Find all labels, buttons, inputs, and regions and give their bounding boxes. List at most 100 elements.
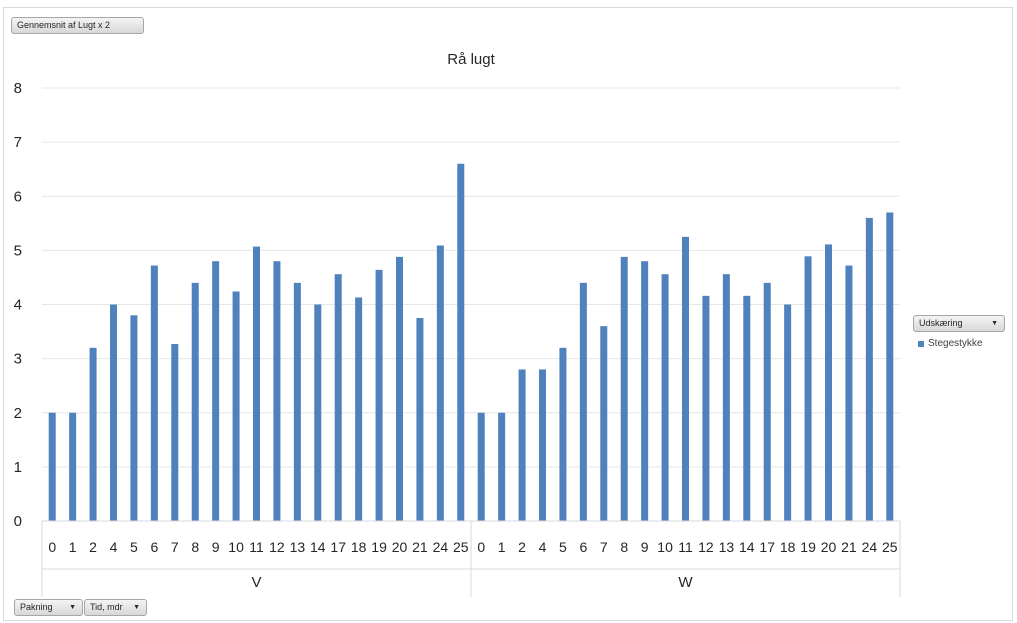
- bar: [110, 304, 117, 521]
- bar: [355, 297, 363, 521]
- bar: [171, 344, 179, 521]
- bar: [150, 265, 158, 521]
- bar: [620, 256, 628, 521]
- category-label: 13: [719, 539, 735, 555]
- bar: [273, 261, 281, 521]
- legend-swatch: [918, 340, 924, 347]
- bar: [293, 282, 301, 521]
- bar: [69, 412, 77, 521]
- category-label: 24: [433, 539, 449, 555]
- category-label: 20: [821, 539, 837, 555]
- category-label: 11: [249, 539, 264, 555]
- category-label: 4: [110, 539, 118, 555]
- category-label: 6: [579, 539, 587, 555]
- category-label: 2: [518, 539, 526, 555]
- bar: [253, 246, 260, 521]
- category-label: 5: [130, 539, 138, 555]
- category-label: 9: [212, 539, 220, 555]
- y-tick-label: 1: [14, 459, 22, 476]
- category-label: 1: [69, 539, 77, 555]
- category-label: 9: [641, 539, 649, 555]
- group-label: V: [251, 574, 261, 591]
- category-label: 7: [600, 539, 608, 555]
- category-label: 12: [269, 539, 285, 555]
- category-label: 4: [539, 539, 547, 555]
- y-tick-label: 4: [14, 297, 22, 314]
- category-label: 18: [780, 539, 796, 555]
- chart-title: Rå lugt: [447, 51, 495, 68]
- bar: [477, 412, 485, 521]
- category-label: 8: [620, 539, 628, 555]
- bar: [539, 369, 546, 521]
- bar: [641, 261, 649, 521]
- dropdown-arrow-icon: ▼: [133, 604, 140, 611]
- y-tick-label: 5: [14, 242, 22, 259]
- value-field-button[interactable]: Gennemsnit af Lugt x 2: [11, 17, 144, 34]
- category-label: 2: [89, 539, 97, 555]
- bar: [436, 245, 444, 521]
- bar: [743, 295, 751, 521]
- category-label: 25: [453, 539, 469, 555]
- axis-field-label: Tid, mdr: [90, 602, 123, 612]
- bar: [579, 282, 587, 521]
- category-label: 13: [290, 539, 306, 555]
- bar: [212, 261, 220, 521]
- legend-field-label: Udskæring: [919, 318, 963, 328]
- axis-field-label: Pakning: [20, 602, 53, 612]
- category-label: 24: [862, 539, 878, 555]
- y-tick-label: 7: [14, 134, 22, 151]
- category-label: 14: [310, 539, 326, 555]
- y-tick-label: 3: [14, 351, 22, 368]
- bar: [89, 347, 97, 521]
- bar: [722, 274, 730, 521]
- category-label: 10: [228, 539, 244, 555]
- axis-field-button-pakning[interactable]: Pakning ▼: [14, 599, 83, 616]
- bar: [314, 304, 322, 521]
- category-label: 10: [657, 539, 673, 555]
- category-label: 1: [498, 539, 506, 555]
- bar: [682, 236, 689, 521]
- dropdown-arrow-icon: ▼: [69, 604, 76, 611]
- bar: [232, 291, 240, 521]
- bar: [559, 347, 567, 521]
- bar: [375, 269, 383, 521]
- legend-series-label: Stegestykke: [928, 338, 983, 349]
- bar: [661, 274, 669, 521]
- bar: [48, 412, 56, 521]
- bar: [763, 282, 771, 521]
- category-label: 12: [698, 539, 714, 555]
- axis-field-button-tid[interactable]: Tid, mdr ▼: [84, 599, 147, 616]
- bar: [334, 274, 342, 521]
- bar: [416, 318, 424, 521]
- bar: [825, 244, 832, 521]
- category-label: 20: [392, 539, 408, 555]
- category-label: 21: [841, 539, 857, 555]
- y-tick-label: 2: [14, 405, 22, 422]
- group-label: W: [678, 574, 693, 591]
- bar: [804, 256, 812, 521]
- legend-field-button[interactable]: Udskæring ▼: [913, 315, 1005, 332]
- bar: [865, 217, 873, 521]
- legend-entry: Stegestykke: [918, 338, 982, 349]
- category-label: 18: [351, 539, 367, 555]
- filter-icon: ▼: [991, 320, 998, 327]
- category-label: 6: [150, 539, 158, 555]
- bar: [191, 282, 199, 521]
- category-label: 0: [48, 539, 56, 555]
- category-label: 19: [800, 539, 816, 555]
- y-tick-label: 0: [14, 513, 22, 530]
- category-label: 17: [330, 539, 346, 555]
- y-tick-label: 8: [14, 80, 22, 97]
- category-label: 0: [477, 539, 485, 555]
- category-label: 21: [412, 539, 428, 555]
- bar: [498, 412, 506, 521]
- value-field-label: Gennemsnit af Lugt x 2: [17, 20, 111, 30]
- bar: [457, 163, 465, 521]
- category-label: 5: [559, 539, 567, 555]
- category-label: 7: [171, 539, 179, 555]
- y-tick-label: 6: [14, 188, 22, 205]
- bar: [886, 212, 894, 522]
- category-label: 8: [191, 539, 199, 555]
- category-label: 25: [882, 539, 898, 555]
